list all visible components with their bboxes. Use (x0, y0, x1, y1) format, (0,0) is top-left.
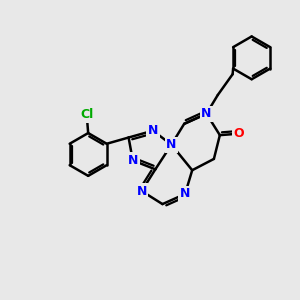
Text: N: N (136, 184, 147, 197)
Text: O: O (234, 127, 244, 140)
Text: N: N (180, 188, 190, 200)
Text: N: N (166, 138, 177, 151)
Text: N: N (201, 107, 212, 120)
Text: Cl: Cl (80, 108, 93, 121)
Text: N: N (148, 124, 158, 137)
Text: N: N (128, 154, 138, 167)
